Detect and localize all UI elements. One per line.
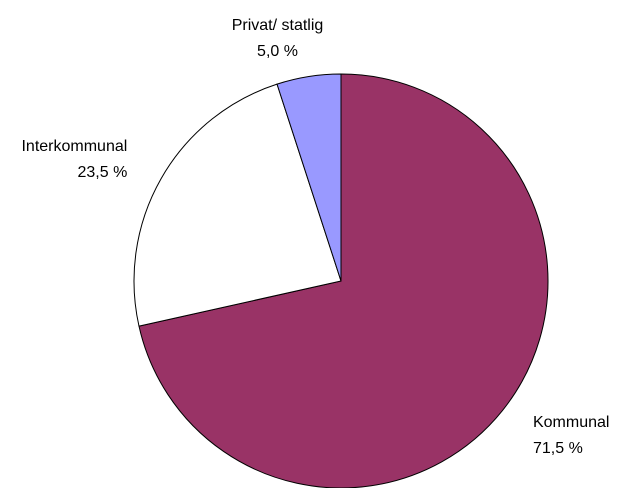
pie-slice <box>133 83 342 327</box>
slice-value-label: 23,5 % <box>78 164 128 181</box>
slice-label: Interkommunal <box>21 138 127 155</box>
slice-value-label: 71,5 % <box>533 440 583 457</box>
slice-label: Privat/ statlig <box>232 17 324 34</box>
slice-value-label: 5,0 % <box>257 43 298 60</box>
slice-label: Kommunal <box>533 414 609 431</box>
pie-slice <box>138 73 549 488</box>
pie-slice <box>276 73 342 282</box>
